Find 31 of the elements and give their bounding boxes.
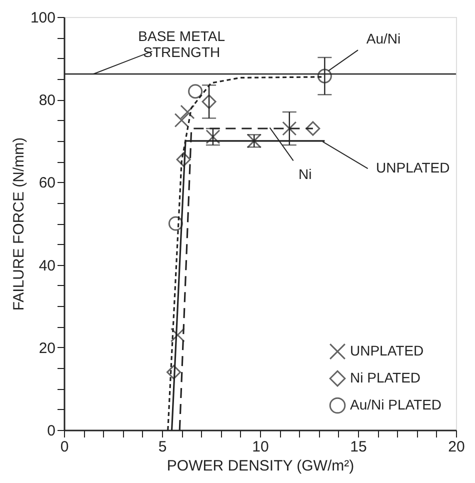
- point: [176, 152, 191, 167]
- annotation: BASE METAL STRENGTH: [138, 28, 226, 60]
- y-tick-label: 40: [38, 257, 56, 274]
- point: [282, 121, 297, 136]
- annotation: Ni: [298, 166, 312, 182]
- x-tick-label: 10: [252, 438, 269, 456]
- y-axis-title: FAILURE FORCE (N/mm): [10, 137, 28, 311]
- point: [188, 84, 203, 99]
- point: [202, 94, 216, 109]
- annotation: Au/Ni: [366, 30, 401, 47]
- y-tick-label: 60: [38, 174, 56, 192]
- point: [317, 68, 332, 84]
- annotation: UNPLATED: [376, 160, 450, 176]
- y-tick-label: 0: [47, 422, 56, 440]
- legend-label: Ni PLATED: [350, 370, 421, 386]
- x-axis-title: POWER DENSITY (GW/m²): [166, 458, 354, 474]
- y-tick-label: 100: [30, 10, 56, 26]
- x-tick-label: 0: [60, 438, 69, 456]
- point: [170, 328, 185, 342]
- point: [306, 121, 320, 136]
- legend-label: Au/Ni PLATED: [350, 396, 442, 412]
- point: [166, 364, 182, 380]
- x-tick-label: 5: [158, 438, 167, 456]
- legend-label: UNPLATED: [350, 342, 424, 358]
- point: [174, 112, 189, 128]
- x-tick-label: 20: [448, 438, 465, 456]
- x-tick-label: 15: [350, 438, 367, 456]
- y-tick-label: 80: [38, 92, 56, 110]
- point: [180, 104, 195, 120]
- y-tick-label: 20: [38, 340, 56, 357]
- point: [168, 216, 183, 231]
